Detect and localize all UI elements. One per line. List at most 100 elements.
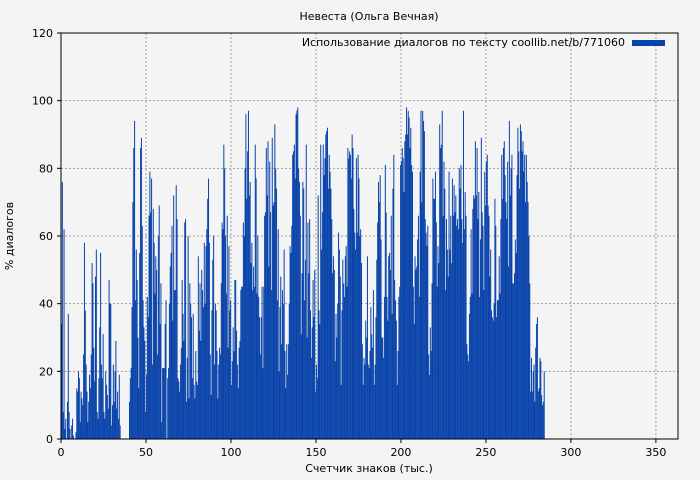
- bar: [400, 161, 402, 439]
- bar: [420, 110, 422, 439]
- bar: [477, 219, 479, 439]
- bar: [102, 334, 104, 439]
- bar: [474, 198, 476, 439]
- bar: [304, 259, 306, 439]
- bar: [330, 188, 332, 439]
- bar: [514, 239, 516, 439]
- bar: [321, 212, 323, 439]
- bar: [454, 212, 456, 439]
- y-axis-label: % диалогов: [3, 202, 16, 270]
- bar: [82, 405, 84, 439]
- y-tick-label: 0: [46, 433, 53, 446]
- bar: [78, 378, 80, 439]
- bar: [163, 367, 165, 439]
- bar: [193, 384, 195, 439]
- bar: [81, 398, 83, 439]
- bar: [483, 290, 485, 439]
- bar: [448, 171, 450, 439]
- bar: [77, 391, 79, 439]
- bar: [434, 198, 436, 439]
- bar: [225, 293, 227, 439]
- bar: [140, 148, 142, 439]
- bar: [490, 249, 492, 439]
- bar: [445, 219, 447, 439]
- bar: [78, 371, 79, 439]
- bar: [354, 232, 356, 439]
- bar: [76, 388, 78, 439]
- bar: [371, 334, 373, 439]
- bar: [379, 175, 381, 439]
- bar: [524, 154, 526, 440]
- bar: [491, 310, 493, 439]
- bar: [151, 178, 153, 440]
- bar: [179, 391, 181, 439]
- bar: [250, 263, 252, 439]
- bar: [215, 310, 217, 439]
- bar: [468, 313, 470, 439]
- bar: [146, 296, 148, 439]
- bar: [134, 120, 136, 439]
- bar: [372, 290, 374, 439]
- bar: [285, 388, 287, 439]
- bar: [440, 144, 442, 439]
- bar: [444, 188, 446, 439]
- bar: [263, 286, 265, 439]
- bar: [236, 364, 238, 439]
- bar: [376, 259, 378, 439]
- bar: [130, 367, 132, 439]
- bar: [450, 215, 452, 439]
- bar: [341, 310, 343, 439]
- bar: [446, 249, 448, 439]
- bar: [79, 422, 81, 439]
- bar: [94, 276, 96, 439]
- bar: [219, 354, 221, 439]
- bar: [86, 391, 88, 439]
- bar: [366, 256, 368, 439]
- bar: [131, 307, 133, 439]
- bar: [326, 131, 328, 439]
- bar: [211, 310, 213, 439]
- bar: [227, 347, 229, 439]
- bar: [412, 286, 414, 439]
- bar: [430, 351, 432, 439]
- bar: [451, 178, 453, 440]
- bar: [502, 148, 504, 439]
- bar: [226, 215, 228, 439]
- bar: [129, 378, 131, 439]
- bar: [422, 110, 424, 439]
- bar: [311, 327, 313, 439]
- bar: [144, 340, 146, 439]
- bar: [207, 198, 209, 439]
- bar: [262, 367, 264, 439]
- bar: [452, 215, 454, 439]
- bar: [257, 236, 259, 439]
- bar: [149, 171, 151, 439]
- bar: [453, 185, 455, 439]
- bar: [266, 195, 268, 439]
- bar: [114, 371, 116, 439]
- bar: [110, 303, 112, 439]
- bar: [221, 222, 223, 439]
- bar: [160, 283, 162, 439]
- bar: [441, 110, 443, 439]
- bar: [138, 388, 140, 439]
- bar: [382, 337, 384, 439]
- bar: [259, 317, 261, 439]
- bar: [98, 378, 100, 439]
- bar: [542, 401, 544, 439]
- bar: [518, 151, 520, 440]
- bar: [243, 236, 245, 439]
- bar: [335, 313, 337, 439]
- bar: [427, 225, 429, 439]
- bar: [481, 212, 483, 439]
- bar: [411, 164, 413, 439]
- bar: [210, 395, 212, 439]
- bar: [346, 286, 348, 439]
- bar: [391, 313, 393, 439]
- bar: [260, 317, 262, 439]
- bar: [242, 286, 244, 439]
- bar: [108, 279, 110, 439]
- bar: [485, 161, 487, 439]
- bar: [174, 290, 176, 439]
- bar: [240, 290, 242, 439]
